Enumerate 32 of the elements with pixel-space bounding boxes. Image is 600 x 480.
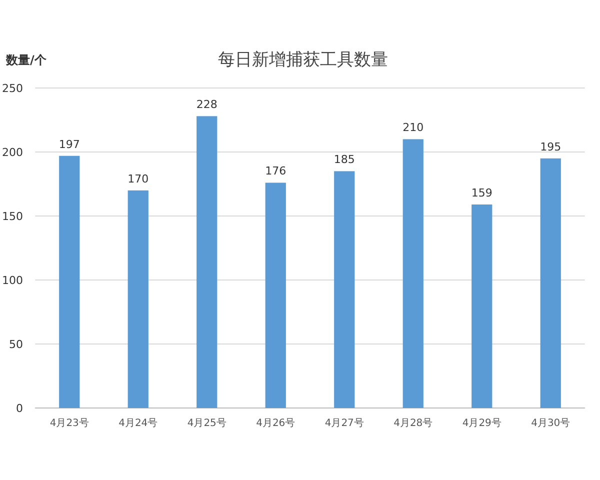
y-tick-label: 200 [2,146,23,159]
y-axis-title: 数量/个 [5,53,48,67]
bar [265,182,286,408]
y-tick-label: 0 [16,402,23,415]
data-label: 159 [471,186,492,200]
bar [402,139,424,408]
bar [472,204,492,408]
data-label: 195 [540,140,562,154]
data-label: 197 [58,138,80,151]
bar [59,156,80,408]
x-tick-label: 4月25号 [187,418,226,429]
chart-title: 每日新增捕获工具数量 [218,50,388,70]
data-label: 185 [334,153,355,166]
data-label: 170 [128,172,149,186]
data-label: 176 [265,164,286,178]
x-tick-label: 4月28号 [394,418,433,429]
data-label: 228 [196,98,218,112]
bar [334,171,355,408]
x-tick-label: 4月30号 [531,418,570,429]
bar [128,190,148,408]
x-tick-label: 4月29号 [462,418,502,429]
y-tick-label: 50 [9,338,23,351]
x-tick-label: 4月24号 [118,418,158,429]
y-tick-label: 150 [2,210,23,223]
bar [196,116,218,408]
x-tick-label: 4月23号 [50,418,89,429]
y-tick-label: 100 [2,274,23,287]
x-tick-label: 4月27号 [324,418,364,429]
data-label: 210 [402,121,424,134]
bar [540,158,561,408]
x-tick-label: 4月26号 [256,418,296,429]
y-tick-label: 250 [2,82,23,95]
